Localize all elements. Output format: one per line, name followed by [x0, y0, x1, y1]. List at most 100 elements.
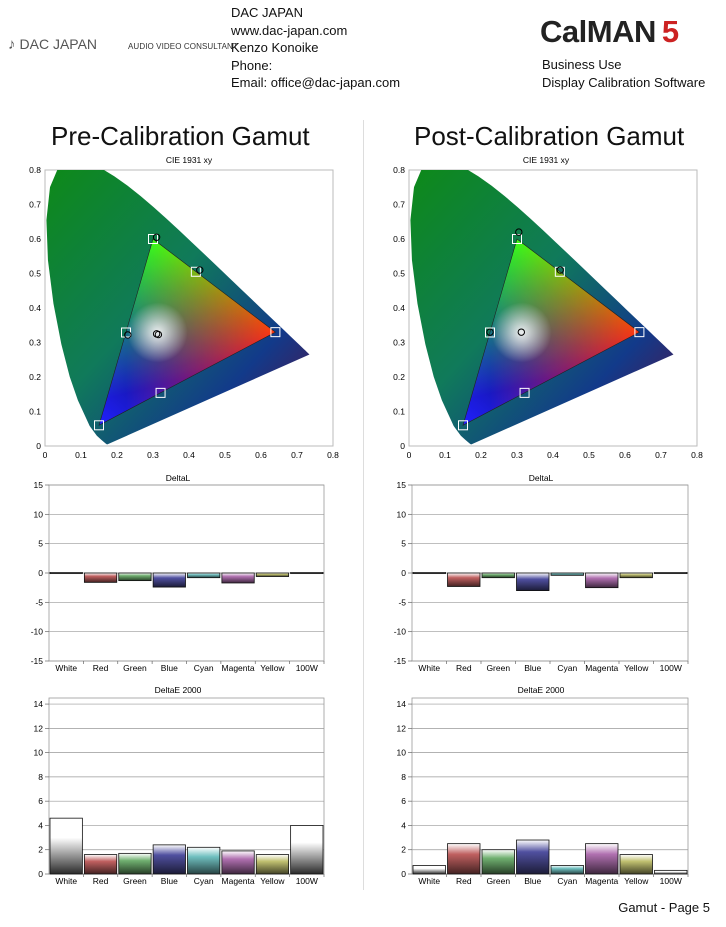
- x-tick-label: Green: [486, 663, 510, 673]
- bar-cyan: [187, 572, 221, 579]
- x-tick-label: 0.3: [511, 450, 523, 460]
- x-tick-label: Blue: [524, 663, 541, 673]
- cie-chart-1: CIE 1931 xy 0 0.1 0.2 0.3 0.4 0.5 0.6 0.7 0.8 0 0.1…: [393, 155, 703, 460]
- y-tick-label: 10: [397, 748, 407, 758]
- y-tick-label: 0: [38, 869, 43, 879]
- gamut-triangle-outline: [462, 238, 640, 426]
- calman-word: CalMAN: [540, 14, 656, 49]
- y-tick-label: 10: [34, 509, 44, 519]
- x-tick-label: Green: [123, 663, 147, 673]
- x-tick-label: White: [418, 663, 440, 673]
- y-tick-label: 6: [401, 796, 406, 806]
- bar-chart-0: DeltaL 15 10 5 0 -5 -10 -15 White Red Green Blue Cya…: [31, 473, 325, 673]
- calman-version: 5: [661, 14, 679, 49]
- white-point-glow: [491, 302, 552, 363]
- phone-label: Phone:: [231, 57, 273, 73]
- bar-white: [49, 817, 83, 875]
- x-tick-label: Blue: [524, 876, 541, 886]
- target-magenta: [519, 387, 530, 398]
- x-tick-label: Magenta: [585, 663, 618, 673]
- x-tick-label: Blue: [161, 876, 178, 886]
- y-tick-label: 0.2: [29, 372, 41, 382]
- x-tick-label: White: [55, 663, 77, 673]
- bar-red: [83, 572, 118, 583]
- bar-white: [412, 572, 446, 575]
- y-tick-label: 14: [34, 699, 44, 709]
- bar-chart-3: DeltaE 2000 0 2 4 6 8 10 12 14 White Red Green Blue C…: [397, 685, 689, 886]
- bar-100w: [654, 869, 688, 875]
- bar-magenta: [221, 572, 255, 584]
- y-tick-label: 0.7: [29, 200, 41, 210]
- x-tick-label: 0: [43, 450, 48, 460]
- x-tick-label: 0.8: [691, 450, 703, 460]
- y-tick-label: 0.5: [29, 269, 41, 279]
- avc-logo: AUDIO VIDEO CONSULTANT: [128, 42, 238, 51]
- x-tick-label: Cyan: [194, 876, 214, 886]
- y-tick-label: 0.5: [393, 269, 405, 279]
- y-tick-label: 0.4: [29, 303, 41, 313]
- bar-cyan: [550, 865, 584, 875]
- bar-plot-area: [48, 697, 325, 875]
- x-tick-label: 0.7: [291, 450, 303, 460]
- bar-cyan: [550, 572, 584, 576]
- bar-100w: [290, 572, 324, 575]
- y-tick-label: 15: [34, 480, 44, 490]
- target-red: [634, 327, 645, 338]
- y-tick-label: 0.8: [29, 165, 41, 175]
- email-label: Email: office@dac-japan.com: [231, 75, 401, 90]
- post-calibration-title: Post-Calibration Gamut: [414, 121, 685, 151]
- x-tick-label: 0.2: [475, 450, 487, 460]
- calman-logo: CalMAN 5: [540, 14, 679, 50]
- cie-plot-content: [46, 170, 310, 445]
- y-tick-label: -10: [31, 627, 44, 637]
- y-tick-label: -5: [398, 597, 406, 607]
- dac-logo: ♪ DAC JAPAN: [8, 36, 97, 53]
- bar-chart-2: DeltaE 2000 0 2 4 6 8 10 12 14 White Red Green Blue C…: [34, 685, 325, 886]
- bar-yellow: [255, 572, 290, 577]
- target-green: [148, 234, 158, 244]
- bar-yellow: [255, 854, 290, 875]
- x-tick-label: 0.5: [219, 450, 231, 460]
- y-tick-label: 2: [38, 845, 43, 855]
- y-tick-label: 0.3: [29, 338, 41, 348]
- bar-magenta: [221, 850, 255, 875]
- y-tick-label: 14: [397, 699, 407, 709]
- y-tick-label: 0.6: [29, 234, 41, 244]
- bar-blue: [152, 844, 186, 875]
- y-tick-label: -10: [394, 627, 407, 637]
- x-tick-label: 0.6: [255, 450, 267, 460]
- bar-chart-title: DeltaL: [529, 473, 554, 483]
- x-tick-label: Cyan: [557, 876, 577, 886]
- x-tick-label: 0.5: [583, 450, 595, 460]
- x-tick-label: Red: [93, 663, 109, 673]
- contact-name: Kenzo Konoike: [231, 40, 319, 55]
- y-tick-label: 15: [397, 480, 407, 490]
- x-tick-label: Red: [93, 876, 109, 886]
- y-tick-label: 4: [401, 820, 406, 830]
- x-tick-label: White: [418, 876, 440, 886]
- y-tick-label: 0.3: [393, 338, 405, 348]
- bar-100w: [654, 572, 688, 575]
- website-link[interactable]: www.dac-japan.com: [231, 22, 348, 38]
- bar-chart-1: DeltaL 15 10 5 0 -5 -10 -15 White Red Green Blue Cya…: [394, 473, 689, 673]
- y-tick-label: 0.4: [393, 303, 405, 313]
- x-tick-label: 0.3: [147, 450, 159, 460]
- cie-chart-title: CIE 1931 xy: [166, 155, 213, 165]
- y-tick-label: 0.2: [393, 372, 405, 382]
- page-footer: Gamut - Page 5: [618, 900, 710, 915]
- bar-red: [447, 843, 481, 875]
- x-tick-label: Yellow: [260, 876, 285, 886]
- x-tick-label: 0.6: [619, 450, 631, 460]
- y-tick-label: 10: [397, 509, 407, 519]
- measured-green: [152, 233, 161, 241]
- y-tick-label: 0: [401, 869, 406, 879]
- y-tick-label: 5: [401, 539, 406, 549]
- y-tick-label: 10: [34, 748, 44, 758]
- bar-cyan: [187, 846, 221, 875]
- y-tick-label: 6: [38, 796, 43, 806]
- bar-yellow: [619, 854, 653, 875]
- x-tick-label: 0.8: [327, 450, 339, 460]
- bar-white: [412, 865, 446, 875]
- y-tick-label: 4: [38, 820, 43, 830]
